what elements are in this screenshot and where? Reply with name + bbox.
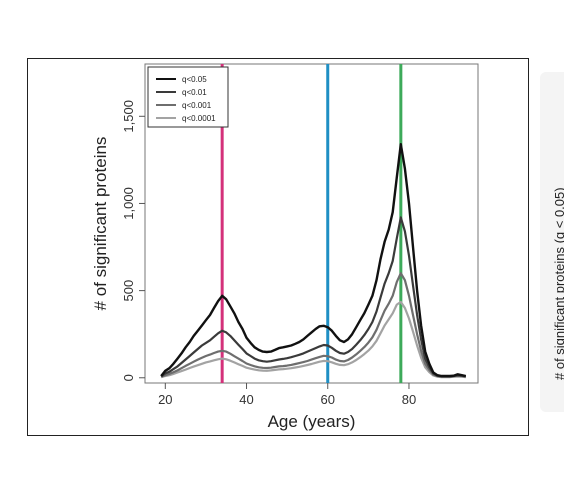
y-tick-label: 1,500 (121, 100, 136, 133)
y-tick-label: 1,000 (121, 187, 136, 220)
x-tick-label: 20 (158, 392, 172, 407)
y-axis-title: # of significant proteins (91, 137, 110, 311)
legend-label: q<0.0001 (182, 114, 216, 123)
plot-border (144, 63, 479, 384)
plot-area: 20 40 60 80 0 500 1,000 1,500 q<0.05 q<0.01 q<0.00… (121, 63, 479, 407)
x-tick-label: 40 (239, 392, 253, 407)
adjacent-figure-panel (540, 72, 564, 412)
series-line (160, 300, 466, 379)
series-line (160, 272, 466, 378)
series-line (160, 142, 467, 378)
legend-label: q<0.01 (182, 88, 207, 97)
x-tick-label: 60 (321, 392, 335, 407)
y-tick-label: 0 (121, 374, 136, 381)
figure-frame (27, 58, 529, 436)
series-line (160, 216, 466, 378)
y-tick-label: 500 (121, 280, 136, 302)
legend-label: q<0.001 (182, 101, 212, 110)
x-tick-label: 80 (402, 392, 416, 407)
x-axis-title: Age (years) (268, 412, 356, 431)
legend-label: q<0.05 (182, 75, 207, 84)
